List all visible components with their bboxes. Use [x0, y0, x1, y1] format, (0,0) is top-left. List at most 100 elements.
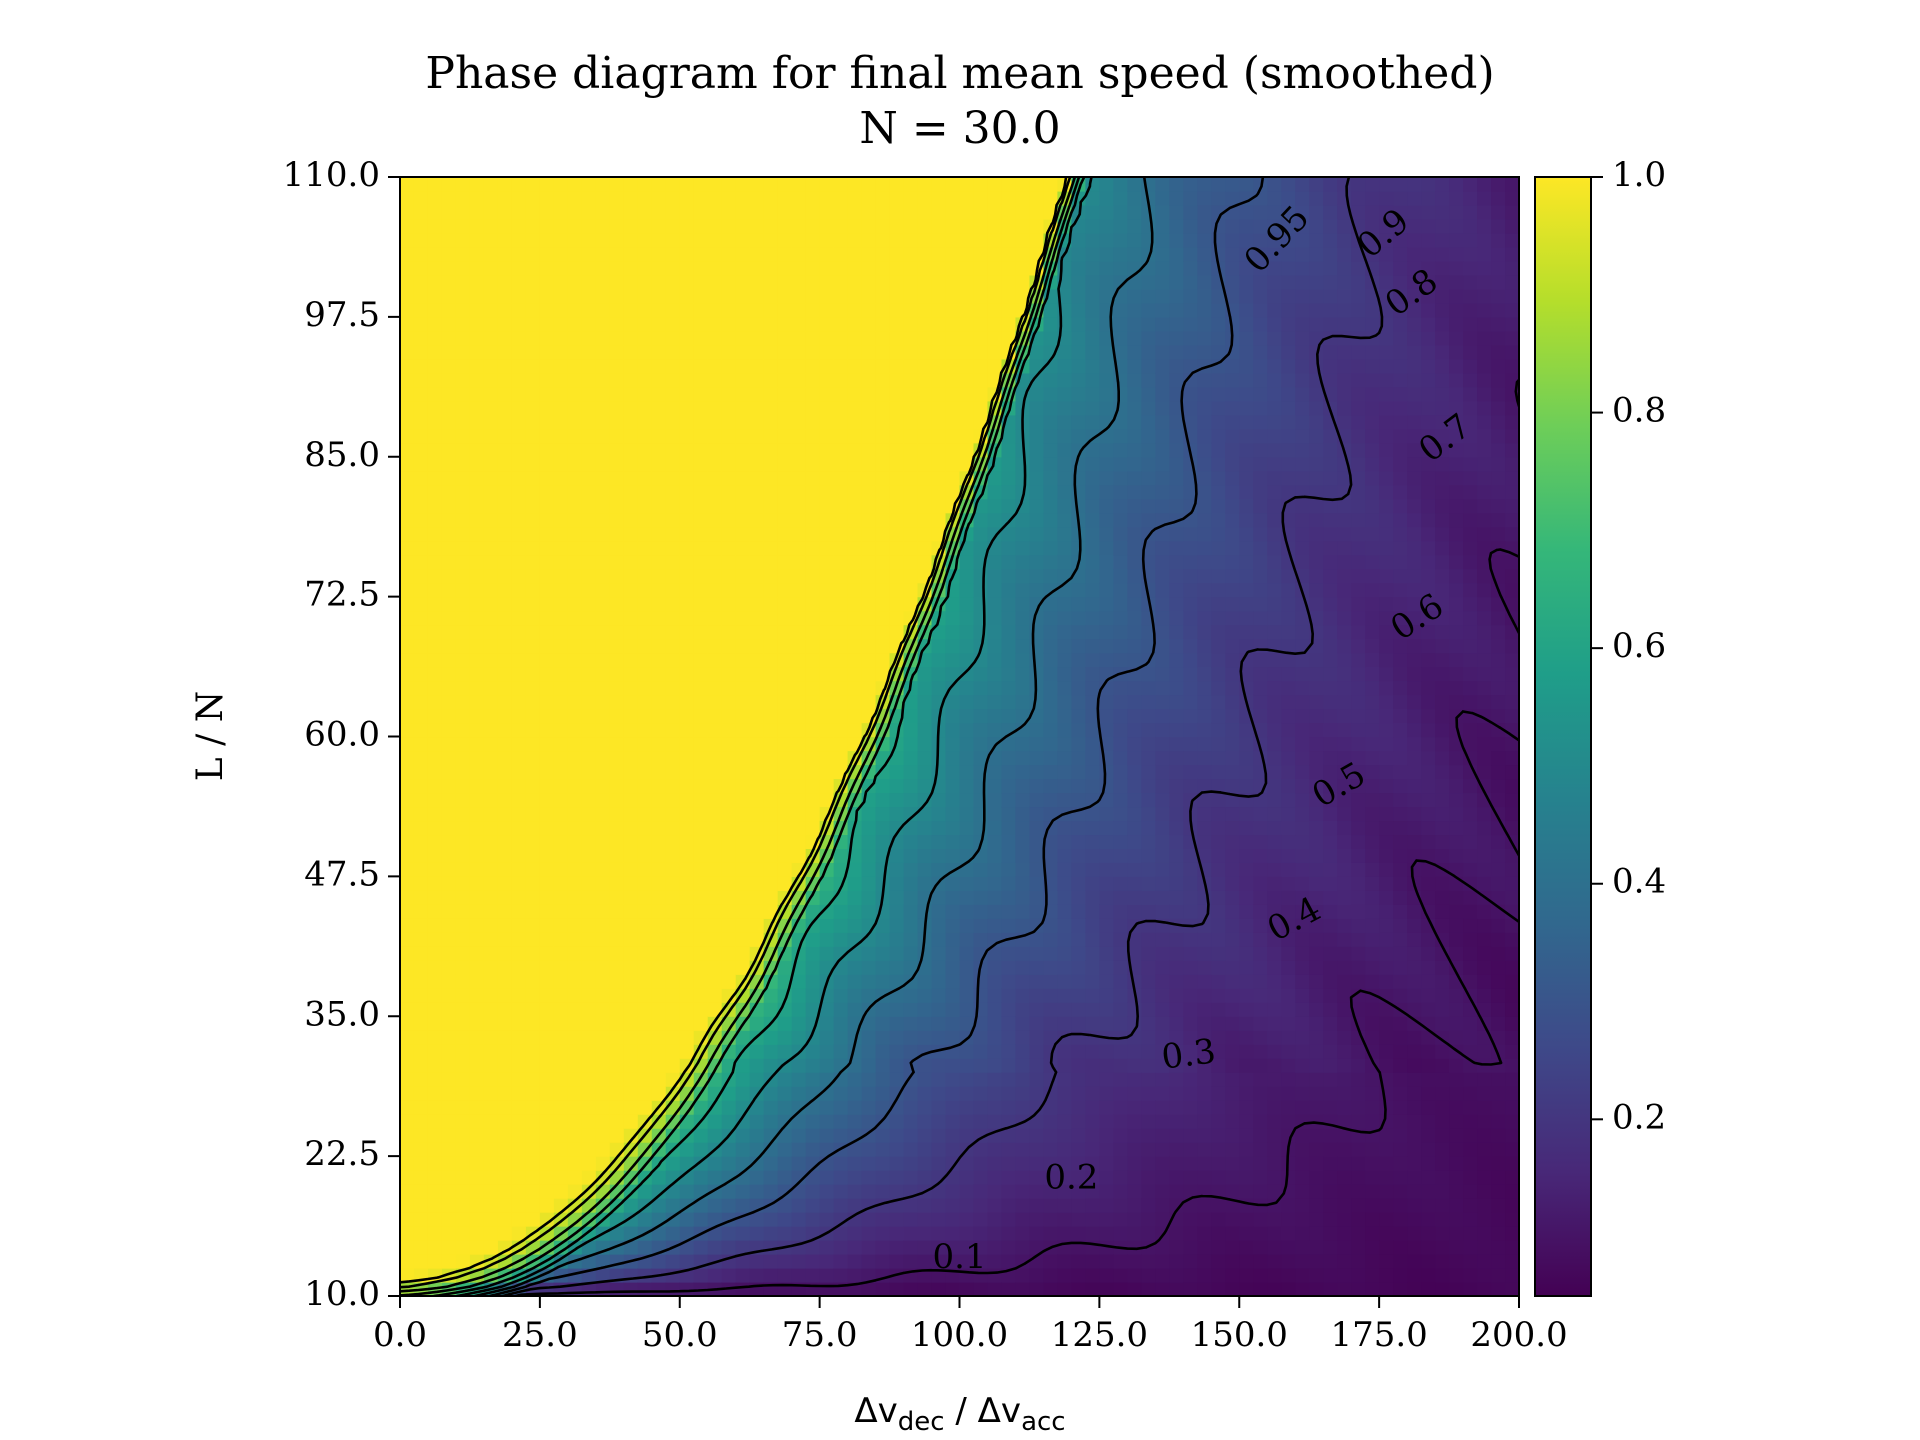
heatmap-cell [1239, 960, 1254, 975]
heatmap-cell [931, 960, 947, 975]
heatmap-cell [1197, 666, 1212, 682]
heatmap-cell [1029, 372, 1045, 388]
heatmap-cell [693, 526, 709, 542]
heatmap-cell [651, 848, 667, 863]
heatmap-cell [1239, 484, 1254, 500]
heatmap-cell [1169, 274, 1184, 290]
heatmap-cell [1141, 988, 1156, 1003]
heatmap-cell [847, 1184, 863, 1199]
heatmap-cell [805, 358, 821, 374]
heatmap-cell [889, 526, 905, 542]
heatmap-cell [763, 862, 779, 877]
heatmap-cell [651, 974, 667, 989]
heatmap-cell [1029, 974, 1045, 989]
heatmap-cell [441, 778, 457, 794]
heatmap-cell [763, 1170, 779, 1185]
heatmap-cell [945, 400, 961, 416]
heatmap-cell [1015, 694, 1031, 710]
heatmap-cell [1071, 540, 1086, 556]
heatmap-cell [1267, 988, 1282, 1003]
heatmap-cell [959, 708, 975, 724]
heatmap-cell [987, 1002, 1003, 1017]
heatmap-cell [749, 372, 765, 388]
heatmap-cell [735, 568, 751, 584]
heatmap-cell [651, 1072, 667, 1087]
heatmap-cell [525, 484, 541, 500]
heatmap-cell [1113, 428, 1128, 444]
heatmap-cell [567, 624, 583, 640]
heatmap-cell [1239, 806, 1254, 822]
heatmap-cell [1253, 1170, 1268, 1185]
heatmap-cell [1057, 1170, 1072, 1185]
heatmap-cell [511, 904, 527, 919]
heatmap-cell [469, 344, 485, 360]
heatmap-cell [875, 1086, 891, 1101]
heatmap-cell [945, 246, 961, 262]
heatmap-cell [1211, 960, 1226, 975]
heatmap-cell [917, 666, 933, 682]
heatmap-cell [819, 722, 835, 738]
heatmap-cell [847, 1198, 863, 1213]
heatmap-cell [525, 372, 541, 388]
heatmap-cell [1253, 1128, 1268, 1143]
heatmap-cell [1211, 876, 1226, 891]
heatmap-cell [511, 1198, 527, 1213]
heatmap-cell [1071, 974, 1086, 989]
heatmap-cell [651, 610, 667, 626]
heatmap-cell [1197, 386, 1212, 402]
heatmap-cell [777, 1114, 793, 1129]
heatmap-cell [1071, 1170, 1086, 1185]
heatmap-cell [400, 218, 415, 234]
heatmap-cell [455, 372, 471, 388]
heatmap-cell [1267, 1240, 1282, 1255]
heatmap-cell [847, 288, 863, 304]
heatmap-cell [637, 218, 653, 234]
heatmap-cell [917, 1100, 933, 1115]
heatmap-cell [455, 764, 471, 780]
heatmap-cell [595, 666, 611, 682]
heatmap-cell [1169, 680, 1184, 696]
heatmap-cell [511, 177, 527, 192]
heatmap-cell [1099, 1184, 1114, 1199]
heatmap-cell [749, 694, 765, 710]
heatmap-cell [413, 190, 429, 206]
heatmap-cell [1015, 540, 1031, 556]
heatmap-cell [553, 848, 569, 863]
heatmap-cell [1043, 316, 1059, 332]
heatmap-cell [1267, 1282, 1282, 1296]
heatmap-cell [819, 260, 835, 276]
heatmap-cell [749, 680, 765, 696]
heatmap-cell [665, 442, 681, 458]
heatmap-cell [791, 344, 807, 360]
heatmap-cell [1197, 974, 1212, 989]
heatmap-cell [497, 722, 513, 738]
heatmap-cell [637, 204, 653, 220]
heatmap-cell [1015, 624, 1031, 640]
heatmap-cell [1155, 960, 1170, 975]
heatmap-cell [917, 260, 933, 276]
heatmap-cell [763, 190, 779, 206]
heatmap-cell [1085, 610, 1100, 626]
heatmap-cell [987, 988, 1003, 1003]
heatmap-cell [637, 1044, 653, 1059]
heatmap-cell [959, 988, 975, 1003]
heatmap-cell [469, 554, 485, 570]
heatmap-cell [805, 1072, 821, 1087]
heatmap-cell [721, 1156, 737, 1171]
heatmap-cell [483, 1212, 499, 1227]
heatmap-cell [749, 526, 765, 542]
heatmap-cell [1169, 1282, 1184, 1296]
heatmap-cell [1225, 484, 1240, 500]
heatmap-cell [1085, 1002, 1100, 1017]
heatmap-cell [665, 498, 681, 514]
heatmap-cell [707, 512, 723, 528]
heatmap-cell [497, 246, 513, 262]
heatmap-cell [483, 456, 499, 472]
heatmap-cell [553, 1058, 569, 1073]
heatmap-cell [763, 820, 779, 836]
heatmap-cell [511, 610, 527, 626]
heatmap-cell [917, 1254, 933, 1269]
heatmap-cell [931, 890, 947, 905]
heatmap-cell [497, 638, 513, 654]
heatmap-cell [1113, 680, 1128, 696]
